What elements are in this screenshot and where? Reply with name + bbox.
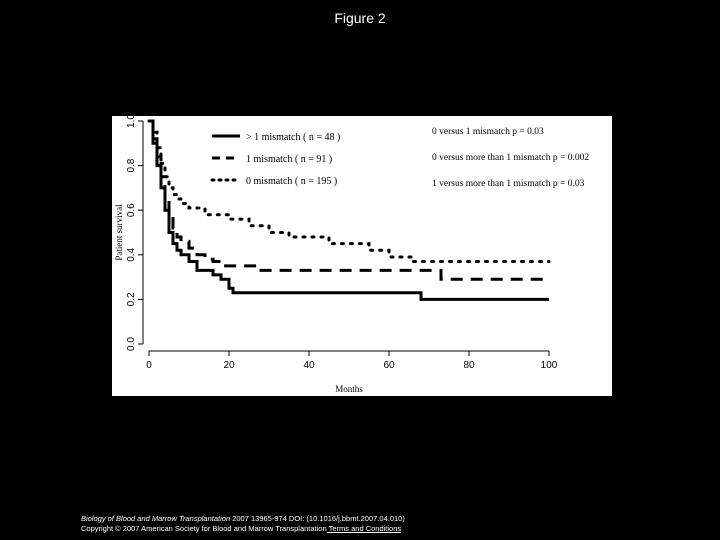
p-value-annotation: 1 versus more than 1 mismatch p = 0.03 — [432, 179, 585, 189]
y-axis-title: Patient survival — [114, 204, 124, 261]
x-axis-title: Months — [335, 384, 363, 394]
legend-label: 0 mismatch ( n = 195 ) — [246, 176, 337, 187]
x-tick-label: 80 — [463, 360, 475, 371]
x-tick-label: 0 — [146, 360, 152, 371]
slide-title: Figure 2 — [334, 10, 386, 26]
y-tick-label: 0.6 — [126, 203, 137, 217]
y-tick-label: 0.0 — [126, 337, 137, 351]
survival-chart-panel: 0 20 40 60 80 100 0.0 0.2 0.4 0.6 0.8 1.0 Months Pati… — [112, 116, 612, 396]
y-tick-label: 0.4 — [126, 247, 137, 261]
series-line-dotted — [147, 119, 551, 263]
p-value-annotation: 0 versus 1 mismatch p = 0.03 — [432, 127, 544, 137]
y-tick-label: 0.2 — [126, 292, 137, 306]
citation-line: Biology of Blood and Marrow Transplantat… — [81, 514, 405, 524]
copyright-line: Copyright © 2007 American Society for Bl… — [81, 524, 405, 534]
copyright-text: Copyright © 2007 American Society for Bl… — [81, 524, 327, 533]
terms-link[interactable]: Terms and Conditions — [326, 524, 402, 533]
x-tick-label: 20 — [223, 360, 235, 371]
legend-label: > 1 mismatch ( n = 48 ) — [246, 132, 340, 143]
x-tick-label: 100 — [541, 360, 558, 371]
x-tick-label: 40 — [303, 360, 315, 371]
p-value-annotation: 0 versus more than 1 mismatch p = 0.002 — [432, 153, 589, 163]
journal-name: Biology of Blood and Marrow Transplantat… — [81, 514, 231, 523]
citation-text: 2007 13965-974 DOI: (10.1016/j.bbmt.2007… — [230, 514, 405, 523]
series-line-solid — [149, 119, 549, 301]
y-tick-label: 1.0 — [126, 116, 137, 128]
series-line-dashed — [149, 119, 549, 281]
figure-caption: Biology of Blood and Marrow Transplantat… — [81, 514, 405, 534]
y-tick-label: 0.8 — [126, 158, 137, 172]
legend-label: 1 mismatch ( n = 91 ) — [246, 154, 332, 165]
survival-chart: 0 20 40 60 80 100 0.0 0.2 0.4 0.6 0.8 1.0 Months Pati… — [114, 116, 589, 394]
x-tick-label: 60 — [383, 360, 395, 371]
